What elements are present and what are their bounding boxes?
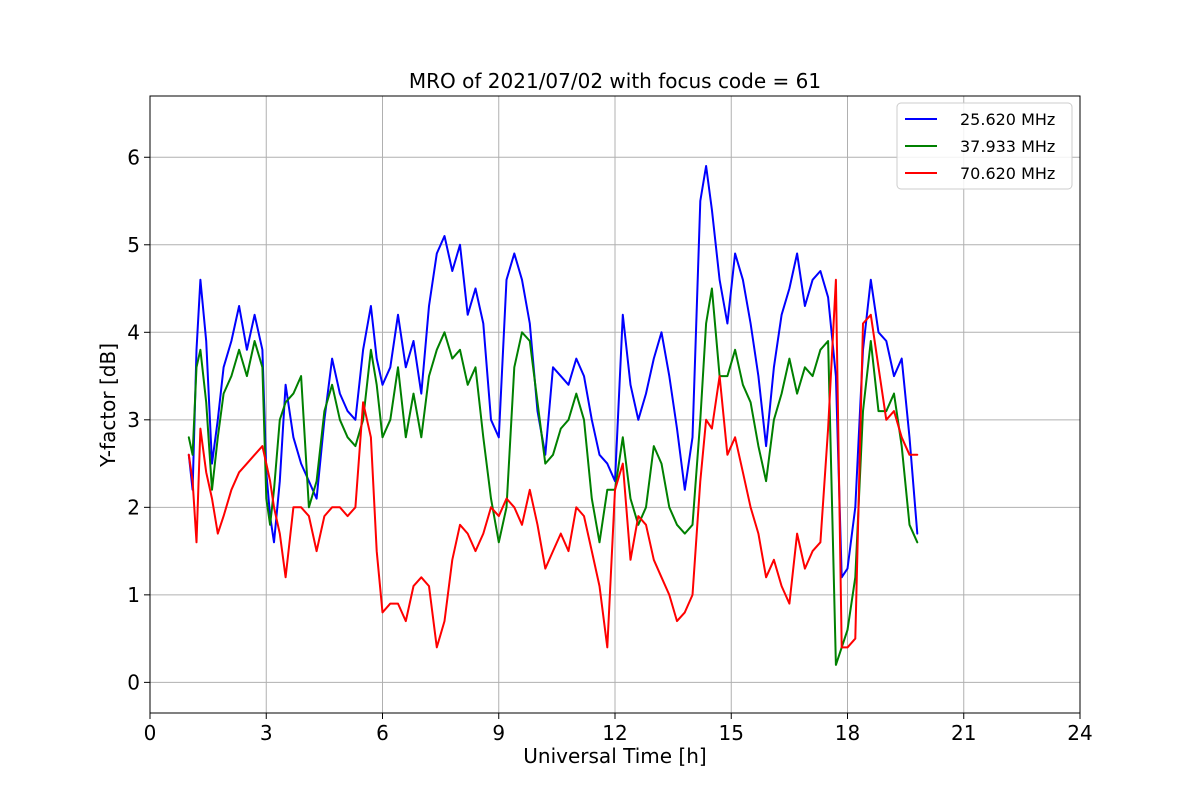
legend-box — [896, 102, 1073, 190]
legend-label-25-620: 25.620 MHz — [960, 110, 1055, 129]
x-tick-label: 9 — [492, 721, 505, 745]
x-tick-label: 21 — [951, 721, 976, 745]
x-axis-ticks: 0 3 6 9 12 15 18 21 24 — [144, 713, 1093, 745]
x-tick-label: 12 — [602, 721, 627, 745]
y-tick-label: 3 — [127, 408, 140, 432]
legend-label-37-933: 37.933 MHz — [960, 137, 1055, 156]
legend: 25.620 MHz 37.933 MHz 70.620 MHz — [896, 102, 1073, 190]
y-axis-label: Y-factor [dB] — [96, 343, 120, 468]
y-tick-label: 6 — [127, 145, 140, 169]
series-line-70-620-mhz — [187, 278, 919, 649]
y-tick-label: 2 — [127, 495, 140, 519]
series-layer — [187, 165, 919, 666]
chart-title: MRO of 2021/07/02 with focus code = 61 — [409, 69, 821, 93]
x-tick-label: 24 — [1067, 721, 1092, 745]
x-tick-label: 15 — [719, 721, 744, 745]
legend-label-70-620: 70.620 MHz — [960, 164, 1055, 183]
y-tick-label: 1 — [127, 583, 140, 607]
x-tick-label: 0 — [144, 721, 157, 745]
y-tick-label: 0 — [127, 670, 140, 694]
series-line-37-933-mhz — [187, 287, 919, 666]
x-tick-label: 3 — [260, 721, 273, 745]
y-tick-label: 5 — [127, 233, 140, 257]
y-axis-ticks: 0 1 2 3 4 5 6 — [127, 145, 150, 694]
series-line-25-620-mhz — [187, 165, 919, 579]
x-tick-label: 18 — [835, 721, 860, 745]
x-axis-label: Universal Time [h] — [523, 744, 706, 768]
y-tick-label: 4 — [127, 320, 140, 344]
x-tick-label: 6 — [376, 721, 389, 745]
